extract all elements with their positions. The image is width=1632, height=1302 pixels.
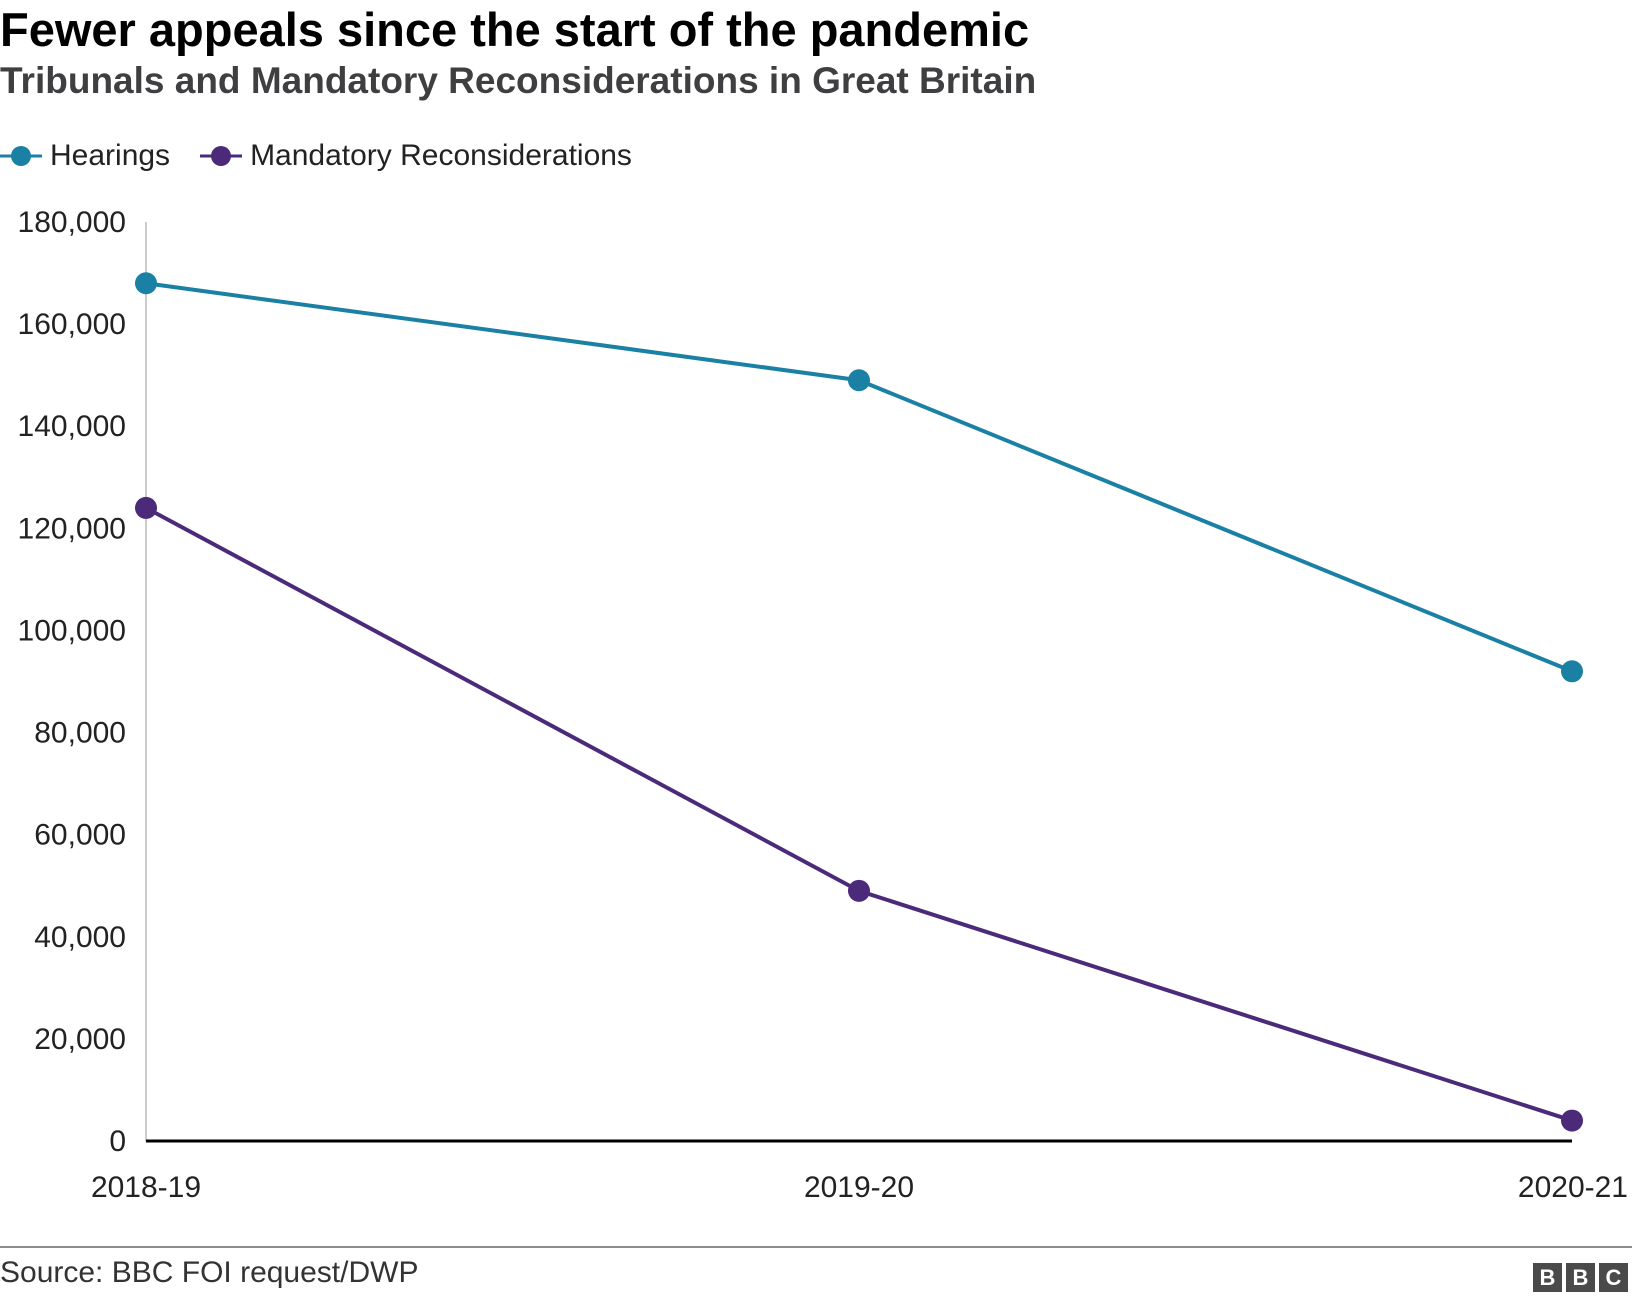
data-point-mandatory-reconsiderations [1561,1109,1583,1132]
x-tick-label: 2020-21 [1518,1171,1628,1204]
source-note: Source: BBC FOI request/DWP [0,1256,419,1289]
y-tick-label: 180,000 [18,206,126,239]
legend-item-mandatory-reconsiderations: Mandatory Reconsiderations [200,139,632,173]
legend-marker-mandatory-reconsiderations [200,146,243,166]
data-point-hearings [1561,660,1583,683]
data-point-hearings [135,272,157,295]
data-point-mandatory-reconsiderations [135,496,157,519]
legend-label-hearings: Hearings [50,139,171,172]
bbc-logo-block-3: C [1599,1263,1628,1292]
x-tick-label: 2019-20 [804,1171,914,1204]
series-line-mandatory-reconsiderations [145,506,1573,1123]
y-tick-label: 20,000 [34,1023,126,1056]
legend-item-hearings: Hearings [0,139,170,173]
bbc-logo-block-2: B [1566,1263,1595,1292]
footer-divider [0,1246,1632,1248]
data-point-mandatory-reconsiderations [848,879,870,902]
y-tick-label: 0 [109,1125,126,1158]
chart-subtitle: Tribunals and Mandatory Reconsiderations… [0,60,1037,101]
y-tick-label: 100,000 [18,614,126,647]
legend-marker-hearings [0,146,42,166]
x-tick-label: 2018-19 [91,1171,201,1204]
y-tick-label: 60,000 [34,819,126,852]
bbc-logo: B B C [1529,1263,1628,1292]
data-point-hearings [848,369,870,392]
bbc-logo-block-1: B [1533,1263,1562,1292]
chart-title: Fewer appeals since the start of the pan… [0,3,1030,56]
series-line-hearings [145,281,1573,674]
y-tick-label: 80,000 [34,717,126,750]
y-tick-label: 140,000 [18,410,126,443]
y-tick-label: 160,000 [18,308,126,341]
y-tick-label: 120,000 [18,512,126,545]
legend: Hearings Mandatory Reconsiderations [0,136,662,176]
legend-label-mandatory-reconsiderations: Mandatory Reconsiderations [250,139,632,172]
y-tick-label: 40,000 [34,921,126,954]
line-chart: 0 20,000 40,000 60,000 80,000 100,000 120,000 1… [18,206,1628,1204]
